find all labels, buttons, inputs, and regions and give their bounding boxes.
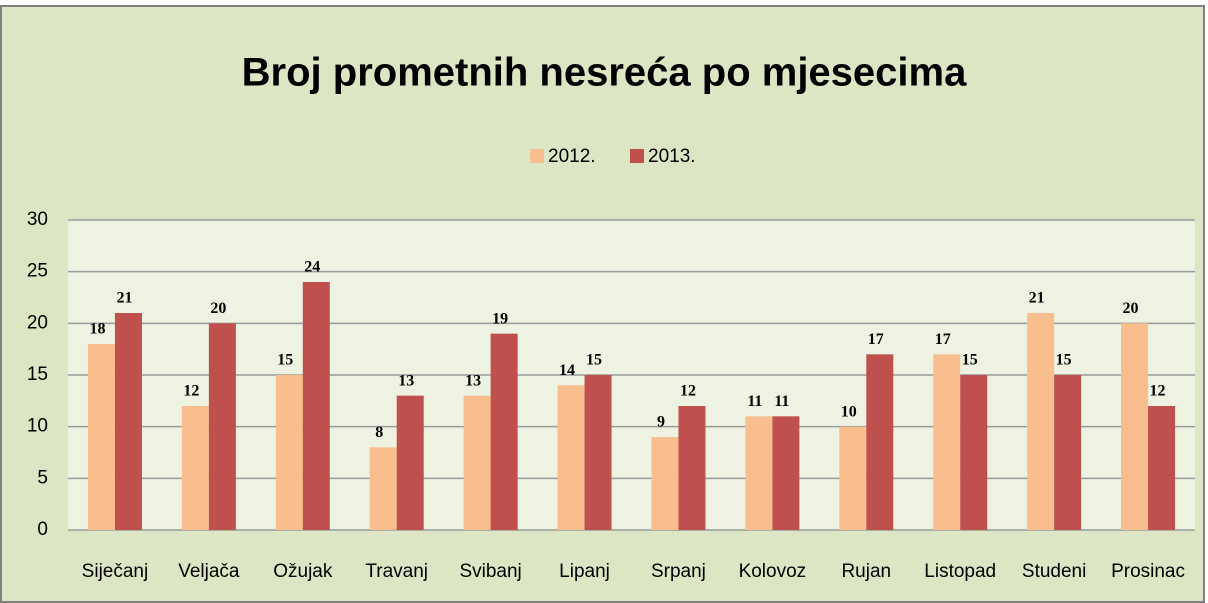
legend-swatch <box>530 149 544 163</box>
data-label: 13 <box>465 372 481 389</box>
y-tick-label: 5 <box>37 467 48 488</box>
x-tick-label: Travanj <box>365 561 428 582</box>
x-tick-label: Srpanj <box>651 561 706 582</box>
data-label: 8 <box>375 424 383 441</box>
x-tick-label: Veljača <box>178 561 240 582</box>
data-label: 21 <box>116 290 132 307</box>
bar <box>584 375 612 530</box>
data-label: 11 <box>747 393 762 410</box>
bar <box>1121 323 1149 530</box>
x-tick-label: Lipanj <box>559 561 610 582</box>
data-label: 17 <box>935 331 951 348</box>
x-tick-label: Prosinac <box>1111 561 1185 582</box>
x-tick-label: Studeni <box>1022 561 1086 582</box>
bar <box>933 354 961 530</box>
data-label: 10 <box>841 403 857 420</box>
data-label: 24 <box>304 259 320 276</box>
bar <box>396 395 424 530</box>
data-label: 12 <box>1150 383 1166 400</box>
x-tick-label: Rujan <box>841 561 891 582</box>
bar <box>208 323 236 530</box>
data-label: 20 <box>1123 300 1139 317</box>
bar <box>651 437 679 530</box>
bar <box>1054 375 1082 530</box>
bar <box>181 406 209 530</box>
data-label: 15 <box>586 352 602 369</box>
bar <box>1027 313 1055 530</box>
legend-label: 2012. <box>548 146 596 167</box>
bar <box>557 385 585 530</box>
y-tick-label: 15 <box>27 364 48 385</box>
data-label: 17 <box>868 331 884 348</box>
y-tick-label: 25 <box>27 261 48 282</box>
legend-swatch <box>630 149 644 163</box>
data-label: 12 <box>183 383 199 400</box>
bar <box>490 333 518 530</box>
chart-title: Broj prometnih nesreća po mjesecima <box>242 51 967 95</box>
data-label: 20 <box>210 300 226 317</box>
y-tick-label: 0 <box>37 519 48 540</box>
bar <box>302 282 330 530</box>
x-tick-label: Siječanj <box>82 561 149 582</box>
bar <box>745 416 773 530</box>
data-label: 15 <box>1056 352 1072 369</box>
data-label: 18 <box>89 321 105 338</box>
bar <box>866 354 894 530</box>
x-tick-label: Kolovoz <box>739 561 807 582</box>
data-label: 13 <box>398 372 414 389</box>
data-label: 14 <box>559 362 575 379</box>
y-tick-label: 10 <box>27 416 48 437</box>
data-label: 12 <box>680 383 696 400</box>
bar <box>87 344 115 530</box>
x-tick-label: Ožujak <box>273 561 333 582</box>
y-tick-label: 20 <box>27 312 48 333</box>
data-label: 21 <box>1029 290 1045 307</box>
bar <box>463 395 491 530</box>
bar <box>772 416 800 530</box>
data-label: 9 <box>657 414 665 431</box>
bar <box>114 313 142 530</box>
x-tick-label: Svibanj <box>459 561 521 582</box>
data-label: 19 <box>492 310 508 327</box>
legend-label: 2013. <box>648 146 696 167</box>
bar <box>275 375 303 530</box>
x-tick-label: Listopad <box>924 561 996 582</box>
bar <box>839 426 867 530</box>
data-label: 11 <box>774 393 789 410</box>
bar <box>678 406 706 530</box>
bar <box>960 375 988 530</box>
data-label: 15 <box>962 352 978 369</box>
bar <box>1148 406 1176 530</box>
data-label: 15 <box>277 352 293 369</box>
y-tick-label: 30 <box>27 209 48 230</box>
bar <box>369 447 397 530</box>
